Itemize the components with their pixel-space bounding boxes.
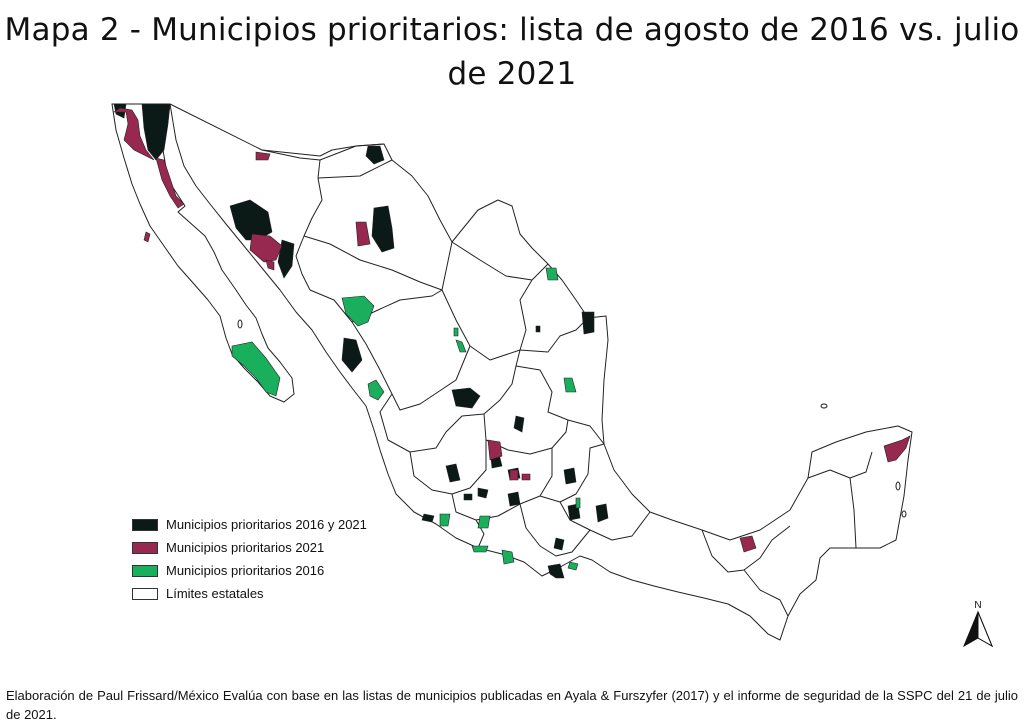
legend-item-both: Municipios prioritarios 2016 y 2021 [132,513,367,536]
north-arrow-icon [962,610,994,648]
baja-california-peninsula [111,103,295,403]
legend-label-boundaries: Límites estatales [166,586,264,601]
map-title: Mapa 2 - Municipios prioritarios: lista … [4,12,1020,92]
north-label: N [974,600,982,611]
legend-item-boundaries: Límites estatales [132,582,367,605]
legend-label-2021: Municipios prioritarios 2021 [166,540,325,555]
source-caption: Elaboración de Paul Frissard/México Eval… [6,688,1018,722]
map-legend: Municipios prioritarios 2016 y 2021 Muni… [132,513,367,605]
legend-item-2016: Municipios prioritarios 2016 [132,559,367,582]
legend-item-2021: Municipios prioritarios 2021 [132,536,367,559]
both-years-areas [113,103,609,579]
legend-label-both: Municipios prioritarios 2016 y 2021 [166,517,367,532]
2021-areas [113,107,911,553]
legend-swatch-both [132,518,158,531]
legend-swatch-boundaries [132,587,158,600]
north-arrow: N [962,600,994,650]
2016-areas [231,267,581,571]
legend-label-2016: Municipios prioritarios 2016 [166,563,325,578]
legend-swatch-2021 [132,541,158,554]
legend-swatch-2016 [132,564,158,577]
